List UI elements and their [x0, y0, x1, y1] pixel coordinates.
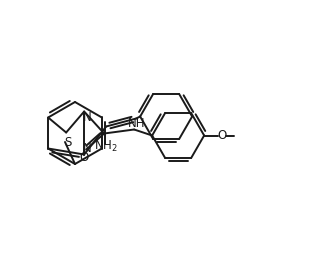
- Text: S: S: [64, 136, 72, 149]
- Text: O: O: [217, 129, 227, 142]
- Text: N: N: [83, 111, 92, 124]
- Text: NH$_2$: NH$_2$: [94, 139, 118, 154]
- Text: NH: NH: [127, 117, 145, 130]
- Text: N: N: [83, 142, 92, 155]
- Text: O: O: [79, 151, 89, 164]
